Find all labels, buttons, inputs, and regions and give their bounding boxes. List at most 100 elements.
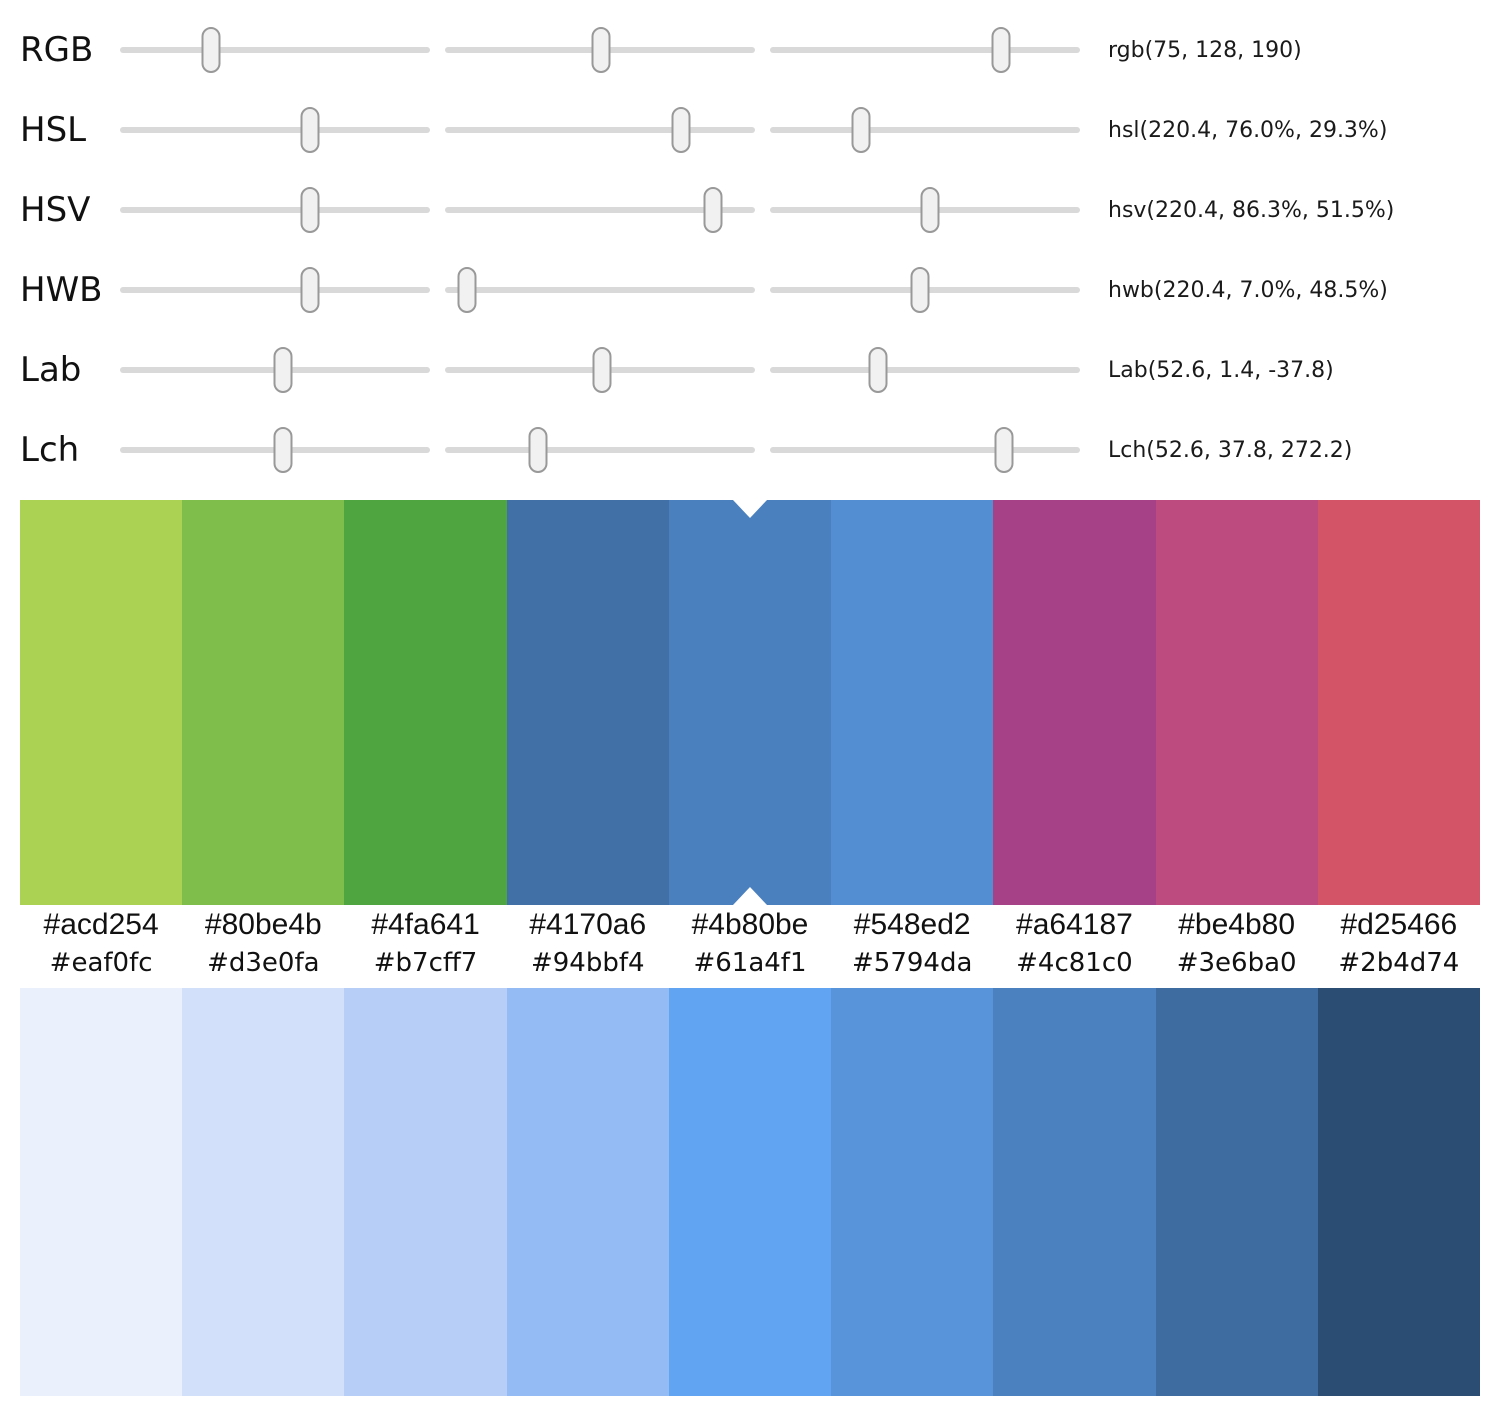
slider-track[interactable] [120, 287, 430, 293]
color-value-rgb: rgb(75, 128, 190) [1108, 37, 1302, 63]
slider-row-hsv: HSV hsv(220.4, 86.3%, 51.5%) [0, 170, 1501, 250]
slider-rgb-g[interactable] [445, 22, 755, 78]
slider-track[interactable] [770, 367, 1080, 373]
slider-track[interactable] [120, 207, 430, 213]
color-model-label-lch: Lch [20, 430, 80, 470]
slider-lab-l[interactable] [120, 342, 430, 398]
slider-track[interactable] [445, 287, 755, 293]
hue-swatch-8[interactable] [1317, 500, 1480, 905]
slider-thumb[interactable] [300, 267, 320, 313]
slider-thumb[interactable] [591, 27, 611, 73]
slider-hwb-w[interactable] [445, 262, 755, 318]
slider-lab-a[interactable] [445, 342, 755, 398]
color-value-hsl: hsl(220.4, 76.0%, 29.3%) [1108, 117, 1388, 143]
slider-hwb-b[interactable] [770, 262, 1080, 318]
slider-track[interactable] [445, 207, 755, 213]
color-value-hwb: hwb(220.4, 7.0%, 48.5%) [1108, 277, 1388, 303]
selected-swatch-notch-top-icon [733, 500, 767, 518]
hue-hex-label: #4fa641 [371, 908, 480, 941]
slider-thumb[interactable] [991, 27, 1011, 73]
slider-track[interactable] [770, 47, 1080, 53]
shade-hex-label: #b7cff7 [373, 948, 478, 978]
slider-row-hwb: HWB hwb(220.4, 7.0%, 48.5%) [0, 250, 1501, 330]
hue-swatch-2[interactable] [344, 500, 507, 905]
selected-swatch-notch-bottom-icon [733, 887, 767, 905]
color-value-hsv: hsv(220.4, 86.3%, 51.5%) [1108, 197, 1395, 223]
hue-swatch-7[interactable] [1155, 500, 1318, 905]
slider-thumb[interactable] [920, 187, 940, 233]
slider-rgb-b[interactable] [770, 22, 1080, 78]
slider-thumb[interactable] [851, 107, 871, 153]
slider-track[interactable] [445, 127, 755, 133]
slider-track[interactable] [120, 127, 430, 133]
hue-hex-label: #a64187 [1016, 908, 1133, 941]
shade-hex-label: #3e6ba0 [1176, 948, 1297, 978]
hue-hex-label: #80be4b [204, 908, 322, 941]
hue-swatch-3[interactable] [506, 500, 669, 905]
shade-swatch-6[interactable] [993, 988, 1156, 1396]
hue-hex-label: #4b80be [691, 908, 809, 941]
slider-hsl-h[interactable] [120, 102, 430, 158]
slider-thumb[interactable] [528, 427, 548, 473]
shade-swatch-1[interactable] [182, 988, 345, 1396]
slider-hsv-h[interactable] [120, 182, 430, 238]
slider-row-rgb: RGB rgb(75, 128, 190) [0, 10, 1501, 90]
shade-swatch-4[interactable] [668, 988, 832, 1396]
slider-hwb-h[interactable] [120, 262, 430, 318]
slider-thumb[interactable] [273, 427, 293, 473]
hue-swatch-5[interactable] [831, 500, 994, 905]
slider-lch-l[interactable] [120, 422, 430, 478]
shade-hex-label: #4c81c0 [1016, 948, 1133, 978]
slider-thumb[interactable] [868, 347, 888, 393]
slider-thumb[interactable] [300, 187, 320, 233]
shade-swatch-0[interactable] [20, 988, 183, 1396]
shade-swatch-2[interactable] [344, 988, 507, 1396]
shade-hex-label: #d3e0fa [207, 948, 320, 978]
color-model-label-hwb: HWB [20, 270, 103, 310]
hue-swatch-6[interactable] [993, 500, 1156, 905]
shade-hex-label: #61a4f1 [693, 948, 807, 978]
hue-swatch-0[interactable] [20, 500, 183, 905]
slider-lch-c[interactable] [445, 422, 755, 478]
shade-swatch-3[interactable] [506, 988, 669, 1396]
hue-hex-label: #d25466 [1340, 908, 1458, 941]
slider-hsl-l[interactable] [770, 102, 1080, 158]
slider-lab-b[interactable] [770, 342, 1080, 398]
hue-swatch-1[interactable] [182, 500, 345, 905]
slider-thumb[interactable] [910, 267, 930, 313]
shade-swatch-7[interactable] [1155, 988, 1318, 1396]
hue-swatch-4-selected[interactable] [668, 500, 832, 905]
slider-track[interactable] [120, 47, 430, 53]
shade-hex-label: #eaf0fc [49, 948, 153, 978]
slider-track[interactable] [445, 447, 755, 453]
color-model-label-rgb: RGB [20, 30, 94, 70]
slider-thumb[interactable] [671, 107, 691, 153]
slider-hsv-s[interactable] [445, 182, 755, 238]
shade-palette [20, 988, 1480, 1396]
slider-thumb[interactable] [201, 27, 221, 73]
slider-track[interactable] [770, 447, 1080, 453]
color-value-lch: Lch(52.6, 37.8, 272.2) [1108, 437, 1353, 463]
slider-panel: RGB rgb(75, 128, 190) HSL [0, 10, 1501, 490]
slider-row-hsl: HSL hsl(220.4, 76.0%, 29.3%) [0, 90, 1501, 170]
shade-swatch-5[interactable] [831, 988, 994, 1396]
slider-lch-h[interactable] [770, 422, 1080, 478]
slider-thumb[interactable] [300, 107, 320, 153]
slider-thumb[interactable] [703, 187, 723, 233]
hue-palette [20, 500, 1480, 905]
color-value-lab: Lab(52.6, 1.4, -37.8) [1108, 357, 1334, 383]
slider-rgb-r[interactable] [120, 22, 430, 78]
hue-hex-label: #be4b80 [1178, 908, 1296, 941]
slider-thumb[interactable] [273, 347, 293, 393]
slider-thumb[interactable] [457, 267, 477, 313]
slider-hsv-v[interactable] [770, 182, 1080, 238]
shade-swatch-8[interactable] [1317, 988, 1480, 1396]
shade-hex-label: #2b4d74 [1338, 948, 1460, 978]
slider-thumb[interactable] [592, 347, 612, 393]
slider-hsl-s[interactable] [445, 102, 755, 158]
slider-track[interactable] [770, 127, 1080, 133]
shade-hex-label: #94bbf4 [530, 948, 645, 978]
color-model-label-hsl: HSL [20, 110, 87, 150]
slider-thumb[interactable] [994, 427, 1014, 473]
